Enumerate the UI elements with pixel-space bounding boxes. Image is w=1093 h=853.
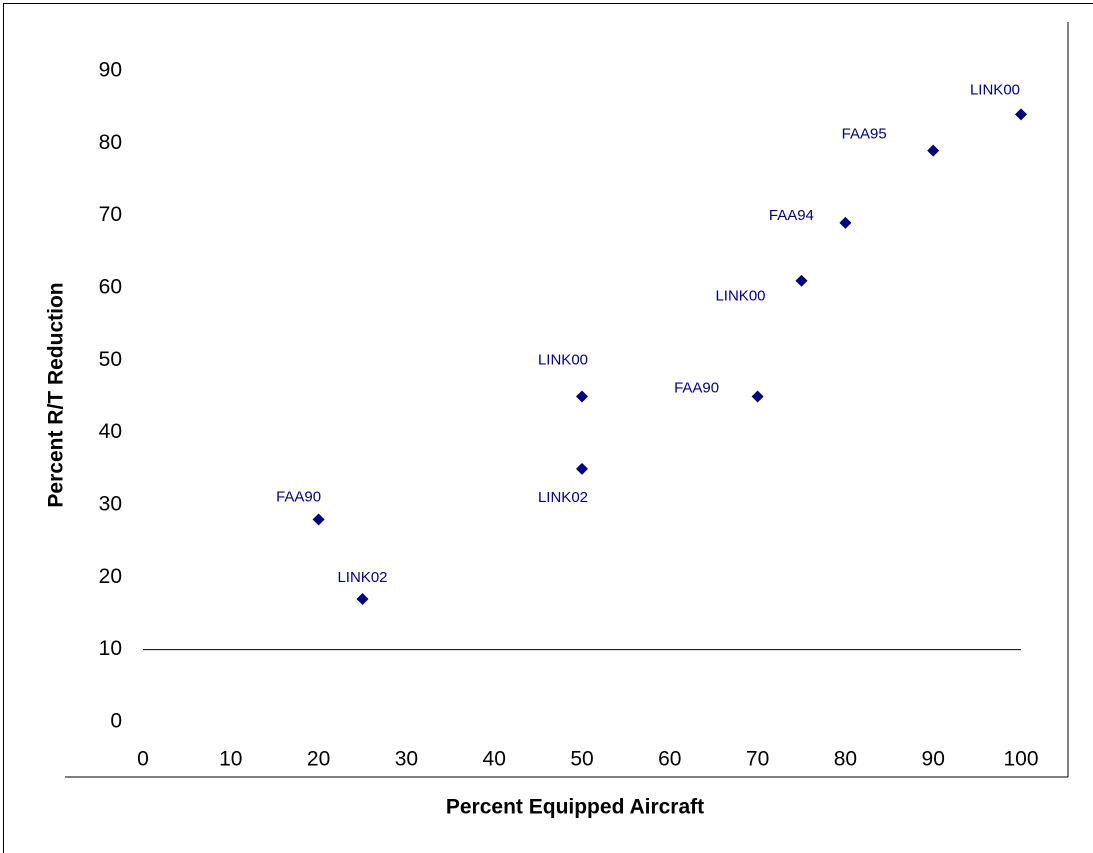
x-tick-label: 30 [395,748,418,771]
data-label: FAA95 [842,126,887,143]
x-tick-label: 40 [483,748,506,771]
x-tick-label: 50 [570,748,593,771]
y-tick-label: 10 [99,637,122,660]
x-tick-label: 10 [219,748,242,771]
y-tick-label: 0 [110,710,122,733]
y-tick-label: 50 [99,348,122,371]
x-tick-label: 0 [137,748,149,771]
data-point [751,390,764,403]
data-label: LINK00 [970,81,1020,98]
data-point [1015,108,1027,121]
x-tick-label: 100 [1003,748,1038,771]
x-axis-title: Percent Equipped Aircraft [446,796,704,819]
data-label: LINK02 [337,569,387,586]
x-tick-label: 20 [307,748,330,771]
chart-border [3,3,1093,853]
data-point [356,593,369,606]
data-point [795,274,808,287]
y-tick-label: 40 [99,420,122,443]
data-label: FAA94 [769,207,814,224]
y-tick-label: 90 [99,59,122,82]
x-tick-label: 80 [834,748,857,771]
data-point [839,216,852,229]
data-point [927,144,940,157]
data-label: LINK00 [538,351,588,368]
data-point [576,462,588,475]
y-tick-label: 60 [99,276,122,299]
y-axis-title: Percent R/T Reduction [45,282,68,507]
y-tick-label: 30 [99,493,122,516]
y-tick-label: 70 [99,203,122,226]
data-label: FAA90 [674,379,719,396]
data-label: LINK00 [715,288,765,305]
data-point [312,513,325,526]
data-label: LINK02 [538,489,588,506]
data-point [576,390,588,403]
x-tick-label: 60 [658,748,681,771]
x-tick-label: 90 [922,748,945,771]
x-tick-label: 70 [746,748,769,771]
y-tick-label: 80 [99,131,122,154]
data-label: FAA90 [276,488,321,505]
y-tick-label: 20 [99,565,122,588]
